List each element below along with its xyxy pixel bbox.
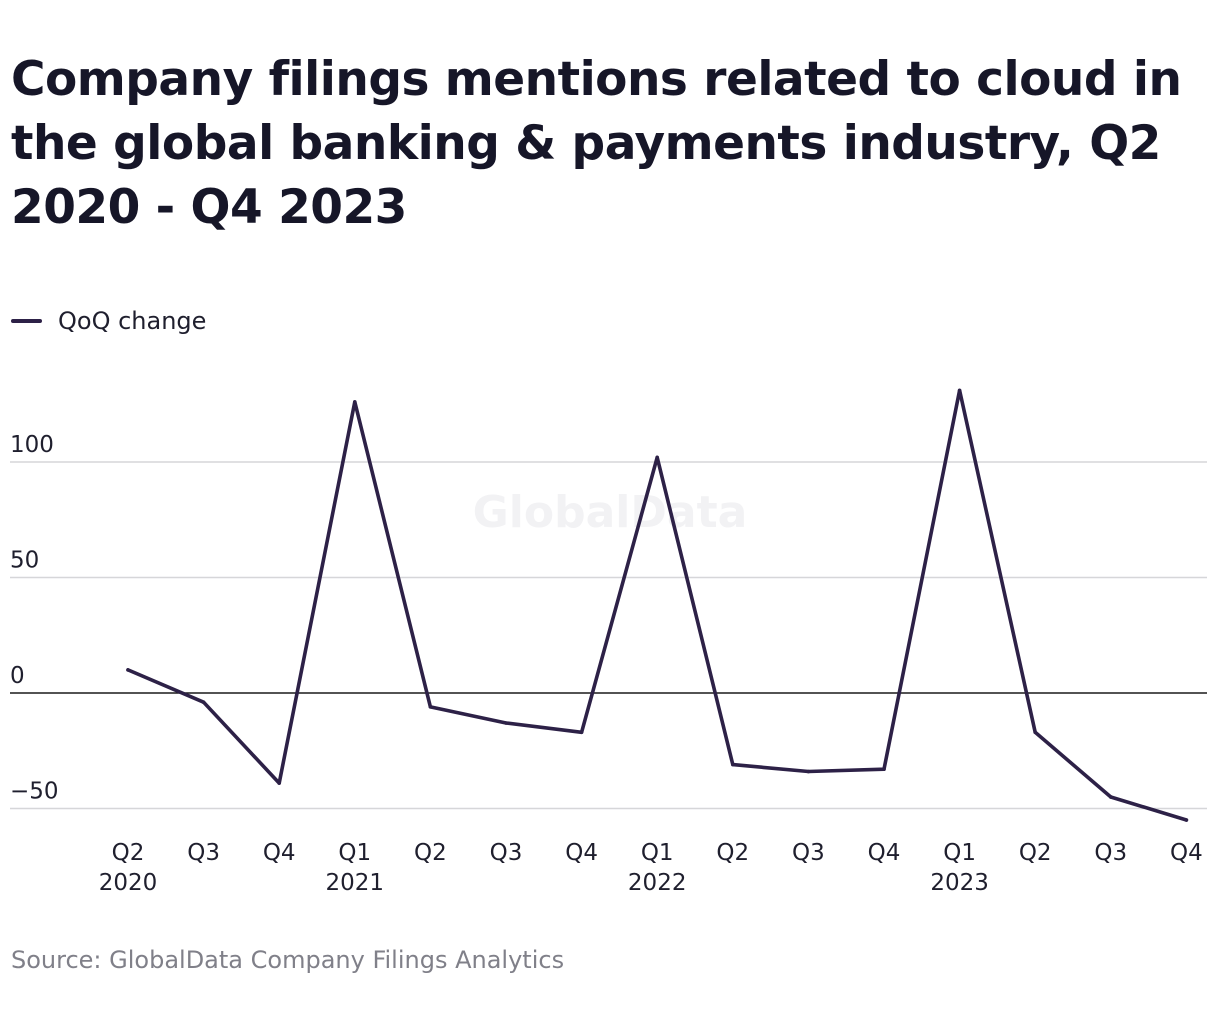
data-point <box>655 455 659 460</box>
x-tick-year-label: 2022 <box>628 870 687 896</box>
x-tick-label: Q1 <box>641 840 674 866</box>
legend-swatch <box>11 319 42 323</box>
data-point <box>1184 818 1189 822</box>
legend-label: QoQ change <box>58 307 207 335</box>
data-point <box>1033 730 1037 735</box>
data-point <box>579 730 584 735</box>
x-tick-label: Q4 <box>1170 840 1203 866</box>
y-tick-label: 50 <box>10 548 39 574</box>
x-tick-label: Q3 <box>187 840 220 866</box>
x-tick-year-label: 2020 <box>99 870 158 896</box>
x-tick-label: Q2 <box>112 840 145 866</box>
data-point <box>353 400 357 404</box>
x-tick-label: Q3 <box>1094 840 1127 866</box>
legend: QoQ change <box>11 306 206 336</box>
x-tick-year-label: 2021 <box>326 870 385 896</box>
watermark-text: GlobalData <box>473 487 748 538</box>
data-point <box>504 721 508 725</box>
x-tick-label: Q4 <box>263 840 296 866</box>
x-tick-year-label: 2023 <box>930 870 989 896</box>
data-point <box>201 700 206 705</box>
data-point <box>882 767 886 772</box>
x-axis-ticks: Q2 2020 Q3 Q4 Q1 2021 Q2 Q3 Q4 Q1 2022 Q2 Q3 Q4 Q1 2023… <box>99 840 1203 896</box>
gridlines <box>10 461 1207 810</box>
data-point <box>1109 795 1113 799</box>
data-point <box>806 769 811 774</box>
data-point <box>957 388 962 393</box>
x-tick-label: Q4 <box>565 840 598 866</box>
y-axis-ticks: −50 0 50 100 <box>10 432 59 805</box>
series-layer <box>126 388 1189 822</box>
x-tick-label: Q4 <box>868 840 901 866</box>
data-point <box>428 705 433 709</box>
x-tick-label: Q2 <box>716 840 749 866</box>
data-point <box>277 781 282 785</box>
chart-title: Company filings mentions related to clou… <box>11 52 1182 235</box>
source-note: Source: GlobalData Company Filings Analy… <box>11 946 565 974</box>
x-tick-label: Q1 <box>943 840 976 866</box>
y-tick-label: 100 <box>10 432 54 458</box>
x-tick-label: Q3 <box>490 840 523 866</box>
series-line-qoq-change <box>126 388 1189 822</box>
data-point <box>126 668 130 672</box>
x-tick-label: Q3 <box>792 840 825 866</box>
x-tick-label: Q2 <box>414 840 447 866</box>
x-tick-label: Q2 <box>1019 840 1052 866</box>
y-tick-label: 0 <box>10 663 25 689</box>
x-tick-label: Q1 <box>338 840 371 866</box>
y-tick-label: −50 <box>10 779 59 805</box>
data-point <box>731 762 735 767</box>
